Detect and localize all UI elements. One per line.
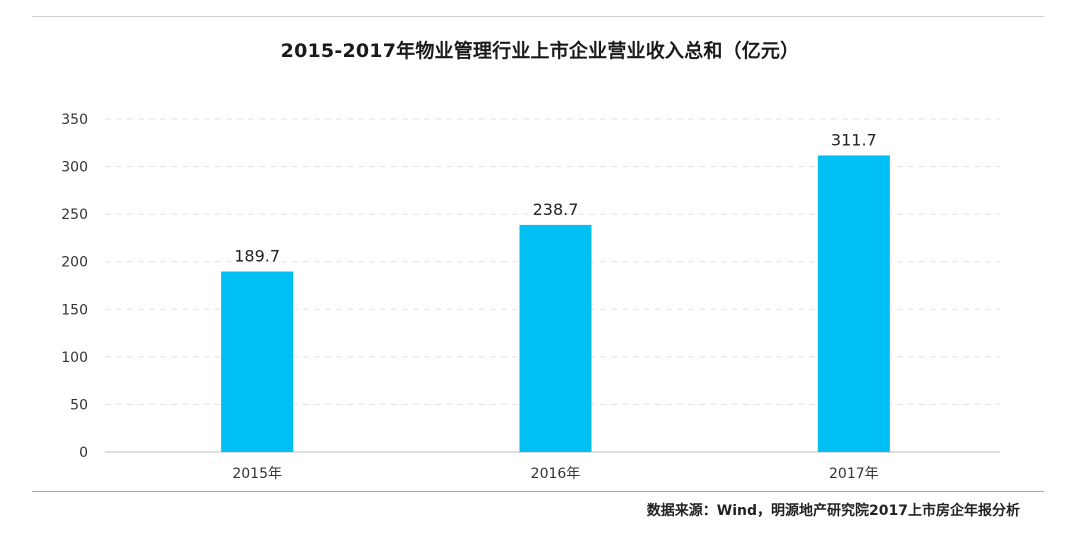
y-tick-label: 300 — [61, 160, 88, 176]
y-tick-label: 100 — [61, 350, 88, 366]
y-tick-label: 150 — [61, 302, 88, 318]
x-axis-ticks: 2015年 2016年 2017年 — [232, 466, 878, 482]
chart-title: 2015-2017年物业管理行业上市企业营业收入总和（亿元） — [280, 40, 800, 62]
y-tick-label: 50 — [70, 397, 88, 413]
y-tick-label: 350 — [61, 112, 88, 128]
data-label: 311.7 — [831, 130, 877, 149]
bar — [221, 271, 294, 452]
data-label: 189.7 — [234, 247, 280, 266]
top-divider — [32, 16, 1044, 17]
y-tick-label: 250 — [61, 207, 88, 223]
y-tick-label: 0 — [79, 445, 88, 461]
data-labels: 189.7 238.7 311.7 — [234, 130, 876, 265]
bar — [817, 155, 890, 453]
bars — [221, 155, 890, 453]
x-tick-label: 2017年 — [829, 466, 879, 482]
bar — [519, 224, 592, 452]
source-note: 数据来源：Wind，明源地产研究院2017上市房企年报分析 — [646, 503, 1020, 519]
y-axis-ticks: 0 50 100 150 200 250 300 350 — [61, 112, 88, 461]
data-label: 238.7 — [533, 200, 579, 219]
y-tick-label: 200 — [61, 255, 88, 271]
x-tick-label: 2015年 — [232, 466, 282, 482]
bottom-divider — [32, 491, 1044, 492]
x-tick-label: 2016年 — [531, 466, 581, 482]
